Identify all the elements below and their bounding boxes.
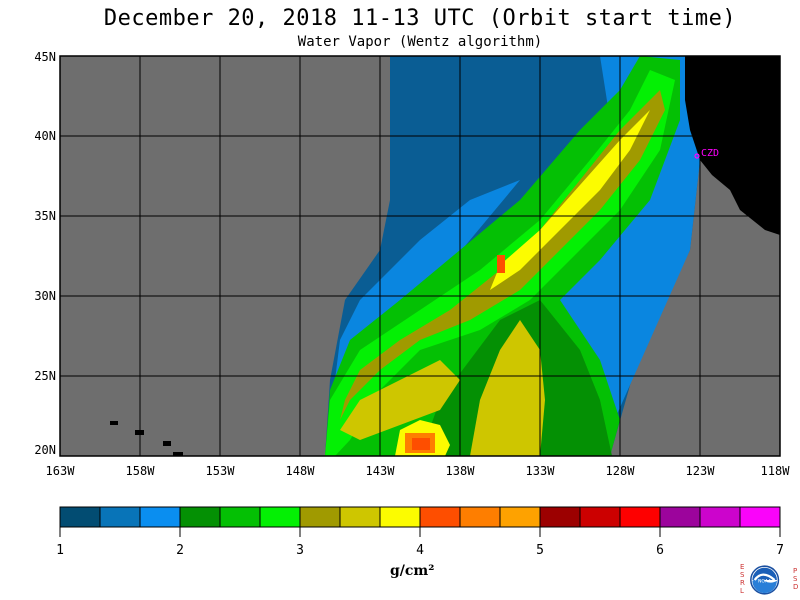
colorbar-swatch bbox=[499, 506, 541, 528]
lon-label-118w: 118W bbox=[760, 464, 790, 478]
colorbar-swatch bbox=[139, 506, 181, 528]
lon-label-148w: 148W bbox=[285, 464, 315, 478]
colorbar-tick-3: 3 bbox=[296, 543, 304, 558]
colorbar-tick-6: 6 bbox=[656, 543, 664, 558]
station-label: CZD bbox=[701, 148, 719, 159]
colorbar bbox=[59, 506, 781, 537]
colorbar-units: g/cm² bbox=[390, 563, 435, 579]
lon-label-138w: 138W bbox=[445, 464, 475, 478]
colorbar-swatch bbox=[619, 506, 661, 528]
lon-label-133w: 133W bbox=[525, 464, 555, 478]
colorbar-swatch bbox=[259, 506, 301, 528]
colorbar-swatch bbox=[59, 506, 101, 528]
svg-text:NOAA: NOAA bbox=[758, 578, 772, 584]
hawaii-islands bbox=[110, 421, 118, 425]
colorbar-tick-7: 7 bbox=[776, 543, 784, 558]
colorbar-tick-4: 4 bbox=[416, 543, 424, 558]
noaa-logo: NOAA bbox=[750, 565, 780, 595]
lat-lon-grid bbox=[59, 55, 781, 457]
colorbar-swatch bbox=[459, 506, 501, 528]
lon-label-153w: 153W bbox=[205, 464, 235, 478]
colorbar-tick-1: 1 bbox=[56, 543, 64, 558]
moisture-plume-core bbox=[340, 90, 665, 420]
lat-label-20n: 20N bbox=[34, 443, 56, 457]
colorbar-swatch bbox=[99, 506, 141, 528]
colorbar-tick-2: 2 bbox=[176, 543, 184, 558]
colorbar-tick-5: 5 bbox=[536, 543, 544, 558]
lon-label-163w: 163W bbox=[45, 464, 75, 478]
lat-label-35n: 35N bbox=[34, 209, 56, 223]
map-subtitle: Water Vapor (Wentz algorithm) bbox=[297, 34, 543, 50]
colorbar-swatch bbox=[539, 506, 581, 528]
colorbar-swatch bbox=[379, 506, 421, 528]
lat-label-45n: 45N bbox=[34, 50, 56, 64]
colorbar-swatch bbox=[219, 506, 261, 528]
colorbar-swatch bbox=[179, 506, 221, 528]
lat-label-40n: 40N bbox=[34, 129, 56, 143]
lon-label-128w: 128W bbox=[605, 464, 635, 478]
lon-label-143w: 143W bbox=[365, 464, 395, 478]
us-west-coast-land bbox=[685, 56, 780, 235]
colorbar-swatch bbox=[579, 506, 621, 528]
colorbar-swatch bbox=[339, 506, 381, 528]
colorbar-swatch bbox=[299, 506, 341, 528]
colorbar-swatch bbox=[419, 506, 461, 528]
map-title: December 20, 2018 11-13 UTC (Orbit start… bbox=[103, 6, 737, 31]
station-marker bbox=[694, 153, 700, 159]
lat-label-25n: 25N bbox=[34, 369, 56, 383]
lat-label-30n: 30N bbox=[34, 289, 56, 303]
colorbar-swatch bbox=[699, 506, 741, 528]
lon-label-123w: 123W bbox=[685, 464, 715, 478]
colorbar-swatch bbox=[659, 506, 701, 528]
lon-label-158w: 158W bbox=[125, 464, 155, 478]
colorbar-swatch bbox=[739, 506, 781, 528]
